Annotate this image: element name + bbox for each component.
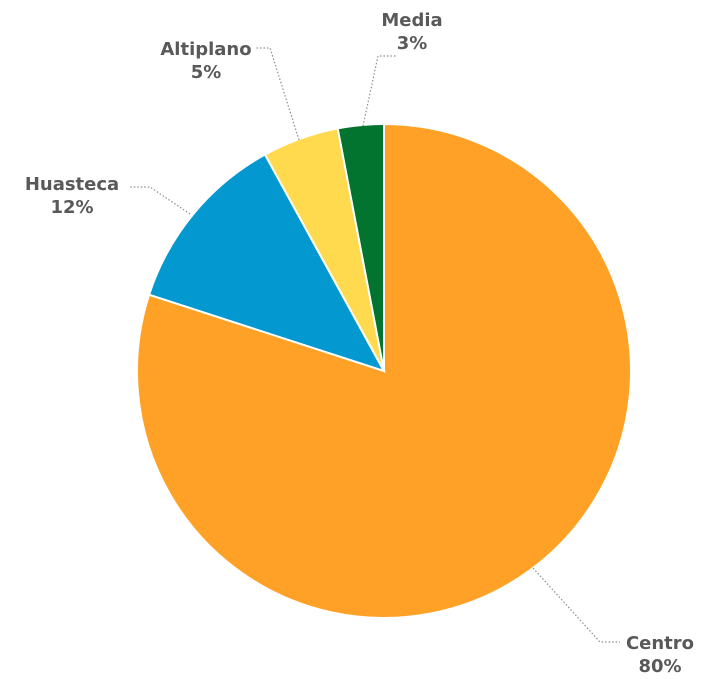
data-label-name-altiplano: Altiplano [160,39,251,60]
data-label-value-centro: 80% [638,656,681,677]
leader-line-altiplano [255,47,300,141]
data-label-value-huasteca: 12% [50,197,93,218]
leader-line-media [362,55,396,127]
data-label-name-huasteca: Huasteca [25,174,119,195]
data-label-name-media: Media [381,10,442,31]
pie-slice-media [336,122,385,372]
leader-line-centro [532,567,620,643]
pie-slice-huasteca [147,153,387,373]
leader-line-huasteca [130,186,191,215]
pie-slices [136,122,632,619]
data-label-name-centro: Centro [626,633,694,654]
pie-slice-centro [136,122,632,619]
data-label-value-media: 3% [397,33,428,54]
leader-lines [130,47,620,643]
data-label-value-altiplano: 5% [191,62,222,83]
